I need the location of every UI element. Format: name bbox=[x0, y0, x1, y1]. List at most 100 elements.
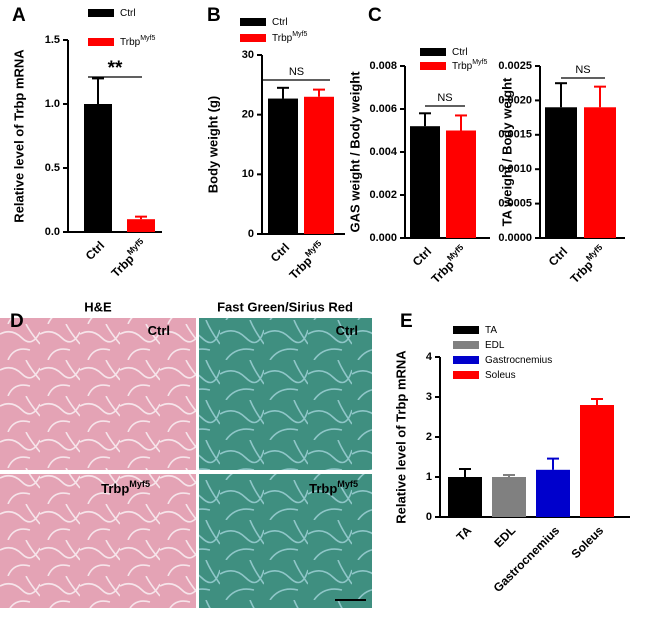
y-tick-label: 1 bbox=[426, 471, 432, 483]
row-label-main: Ctrl bbox=[336, 323, 358, 338]
significance-label: NS bbox=[575, 64, 590, 76]
y-tick-label: 0.5 bbox=[45, 162, 60, 174]
legend-swatch bbox=[240, 18, 266, 26]
legend-label: Soleus bbox=[485, 370, 516, 381]
legend-label-main: Ctrl bbox=[120, 8, 136, 19]
row-label-main: Trbp bbox=[101, 481, 129, 496]
y-axis-label: Body weight (g) bbox=[205, 96, 220, 194]
y-tick-label: 2 bbox=[426, 431, 432, 443]
legend-label-main: Ctrl bbox=[272, 17, 288, 28]
x-tick-label-main: Soleus bbox=[569, 523, 607, 561]
legend-swatch bbox=[453, 326, 479, 334]
significance-label: ** bbox=[108, 58, 123, 79]
legend-label-sup: Myf5 bbox=[140, 35, 155, 42]
legend-label-main: Ctrl bbox=[452, 47, 468, 58]
legend-label: Ctrl bbox=[272, 17, 288, 28]
legend-swatch bbox=[453, 341, 479, 349]
x-tick-label-main: Ctrl bbox=[410, 244, 435, 269]
y-tick-label: 0.008 bbox=[369, 60, 397, 72]
x-tick-label-main: EDL bbox=[491, 523, 518, 550]
x-tick-label: Ctrl bbox=[83, 238, 108, 263]
panel-label: E bbox=[400, 311, 413, 332]
row-label: TrbpMyf5 bbox=[101, 479, 150, 496]
row-label-main: Ctrl bbox=[148, 323, 170, 338]
x-tick-label-sup: Myf5 bbox=[445, 242, 466, 263]
bar bbox=[584, 107, 616, 238]
fg-ko-image bbox=[199, 474, 372, 608]
bar bbox=[545, 107, 577, 238]
panel-label: B bbox=[207, 5, 221, 26]
bar bbox=[304, 96, 334, 235]
legend-label: TrbpMyf5 bbox=[120, 35, 155, 47]
legend-label-main: Trbp bbox=[452, 61, 473, 72]
histology: H&E Fast Green/Sirius Red bbox=[0, 299, 372, 608]
y-tick-label: 0.0010 bbox=[498, 163, 532, 175]
y-tick-label: 0.0005 bbox=[498, 198, 532, 210]
bar bbox=[492, 477, 526, 517]
legend-label-sup: Myf5 bbox=[472, 59, 487, 66]
row-label-sup: Myf5 bbox=[129, 479, 150, 489]
bar bbox=[84, 104, 112, 232]
legend-label: TrbpMyf5 bbox=[272, 31, 307, 43]
y-tick-label: 1.5 bbox=[45, 34, 60, 46]
fg-ctrl-image bbox=[199, 318, 372, 470]
bar bbox=[580, 405, 614, 517]
legend-label: EDL bbox=[485, 340, 505, 351]
legend-label-main: TA bbox=[485, 325, 497, 336]
y-tick-label: 0.006 bbox=[369, 103, 397, 115]
significance-label: NS bbox=[289, 66, 304, 78]
x-tick-label-sup: Myf5 bbox=[125, 236, 146, 257]
row-label: Ctrl bbox=[148, 323, 170, 338]
legend-label-sup: Myf5 bbox=[292, 31, 307, 38]
x-tick-label: Ctrl bbox=[546, 244, 571, 269]
significance-label: NS bbox=[437, 92, 452, 104]
legend-label-main: Trbp bbox=[272, 33, 293, 44]
x-tick-label-main: Ctrl bbox=[268, 240, 293, 265]
x-tick-label: TrbpMyf5 bbox=[106, 236, 150, 280]
y-tick-label: 0 bbox=[426, 511, 432, 523]
column-header: H&E bbox=[84, 299, 112, 314]
he-ko-image bbox=[0, 474, 196, 608]
y-tick-label: 0.0020 bbox=[498, 94, 532, 106]
y-tick-label: 0.0000 bbox=[498, 232, 532, 244]
legend-swatch bbox=[88, 9, 114, 17]
y-axis-label: GAS weight / Body weight bbox=[347, 71, 362, 233]
y-tick-label: 0 bbox=[248, 228, 254, 240]
x-tick-label: TrbpMyf5 bbox=[565, 242, 609, 286]
x-tick-label-main: TA bbox=[454, 523, 475, 544]
x-tick-label: TA bbox=[454, 523, 475, 544]
bar bbox=[448, 477, 482, 517]
y-tick-label: 30 bbox=[242, 49, 254, 61]
bar bbox=[410, 126, 440, 238]
row-label-sup: Myf5 bbox=[337, 479, 358, 489]
legend-label-main: Gastrocnemius bbox=[485, 355, 552, 366]
legend-label: TrbpMyf5 bbox=[452, 59, 487, 71]
panel-label: D bbox=[10, 311, 24, 332]
bar bbox=[536, 469, 570, 517]
x-tick-label: Ctrl bbox=[410, 244, 435, 269]
legend-swatch bbox=[420, 48, 446, 56]
y-tick-label: 0.0 bbox=[45, 226, 60, 238]
y-tick-label: 10 bbox=[242, 168, 254, 180]
y-tick-label: 3 bbox=[426, 391, 432, 403]
x-tick-label-sup: Myf5 bbox=[303, 238, 324, 259]
y-axis-label: Relative level of Trbp mRNA bbox=[11, 49, 26, 223]
x-tick-label-main: Ctrl bbox=[83, 238, 108, 263]
legend-label-main: EDL bbox=[485, 340, 505, 351]
legend-label-main: Trbp bbox=[120, 37, 141, 48]
bar bbox=[127, 219, 155, 232]
y-tick-label: 1.0 bbox=[45, 98, 60, 110]
panel-label: A bbox=[12, 5, 26, 26]
x-tick-label-main: Ctrl bbox=[546, 244, 571, 269]
y-tick-label: 0.0025 bbox=[498, 60, 532, 72]
x-tick-label: Ctrl bbox=[268, 240, 293, 265]
legend-swatch bbox=[420, 62, 446, 70]
x-tick-label: EDL bbox=[491, 523, 518, 550]
y-tick-label: 0.0015 bbox=[498, 129, 532, 141]
y-tick-label: 0.000 bbox=[369, 232, 397, 244]
bar bbox=[268, 98, 298, 234]
y-tick-label: 0.002 bbox=[369, 189, 397, 201]
legend-label: Ctrl bbox=[120, 8, 136, 19]
legend-swatch bbox=[240, 34, 266, 42]
